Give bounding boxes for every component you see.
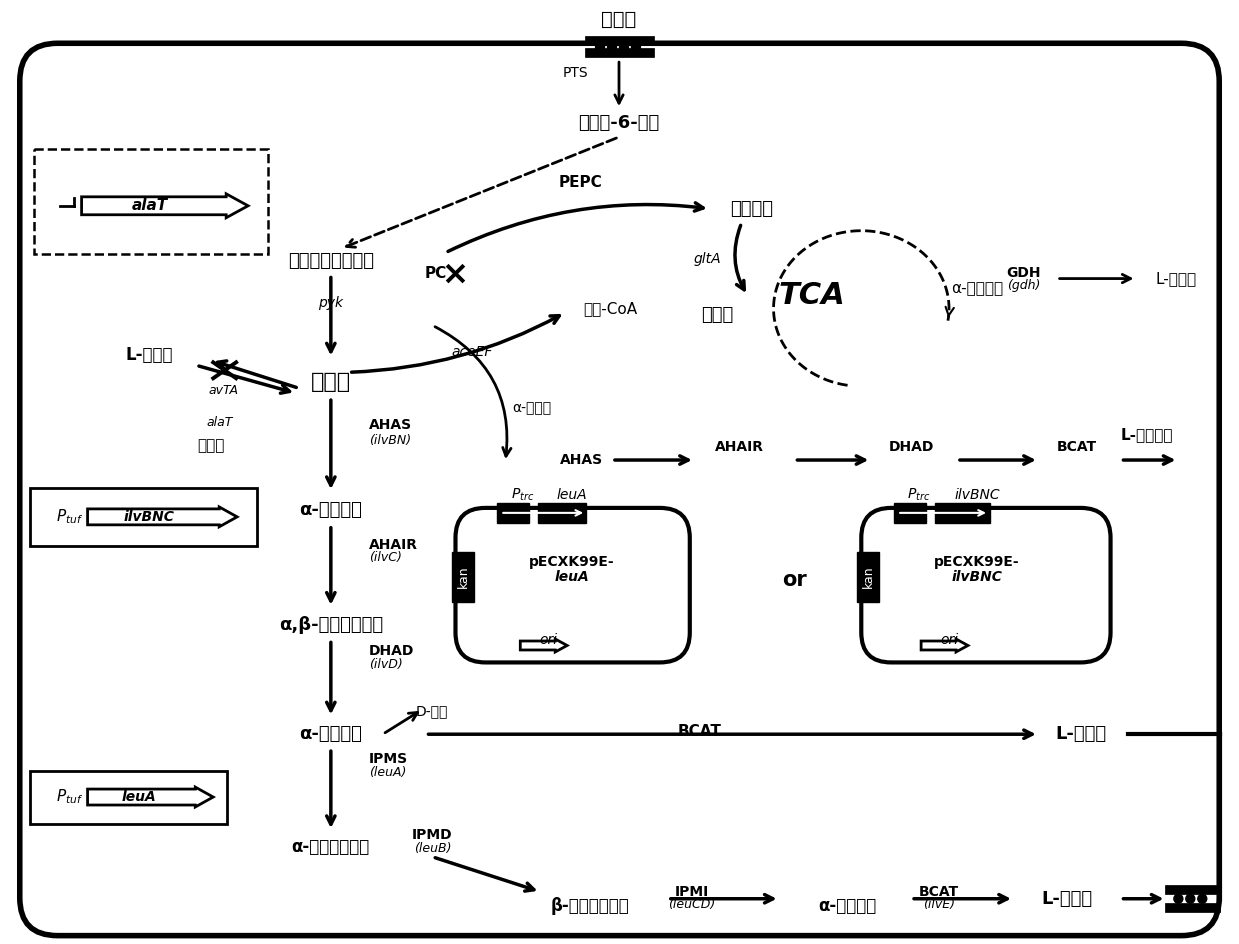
Text: $P_{tuf}$: $P_{tuf}$ [56,787,83,806]
Text: AHAS: AHAS [560,453,603,467]
Circle shape [607,42,617,52]
Text: BCAT: BCAT [919,885,959,899]
Text: kan: kan [457,565,470,588]
FancyBboxPatch shape [861,508,1110,663]
Text: α-乙酰乳酸: α-乙酰乳酸 [300,501,362,519]
Text: (ilvC): (ilvC) [369,551,401,565]
Text: $P_{tuf}$: $P_{tuf}$ [56,508,83,526]
Circle shape [632,42,641,52]
Text: $P_{trc}$: $P_{trc}$ [907,487,930,503]
Text: (ilvBN): (ilvBN) [369,433,411,447]
Text: AHAIR: AHAIR [715,440,764,454]
Text: kan: kan [862,565,875,588]
Text: (gdh): (gdh) [1007,279,1041,292]
Circle shape [620,42,628,52]
Bar [935,503,990,523]
Text: GDH: GDH [1006,265,1041,279]
Text: BCAT: BCAT [1057,440,1097,454]
Text: IPMS: IPMS [369,752,408,767]
Text: 磷酸烯醇式丙酮酸: 磷酸烯醇式丙酮酸 [287,252,374,270]
Text: pECXK99E-: pECXK99E- [934,555,1020,568]
Text: AHAS: AHAS [369,418,411,432]
FancyArrow shape [88,507,237,527]
Text: PTS: PTS [563,66,589,80]
FancyBboxPatch shape [456,508,690,663]
Text: DHAD: DHAD [888,440,934,454]
Text: (leuB): (leuB) [414,842,451,855]
Text: (ilvD): (ilvD) [369,658,403,671]
Text: (leuA): (leuA) [369,766,406,779]
Text: L-谷氨酸: L-谷氨酸 [1156,271,1197,286]
Text: alaT: alaT [206,415,233,429]
Text: 丙酮酸: 丙酮酸 [197,439,225,453]
Text: IPMI: IPMI [675,885,709,899]
Text: alaT: alaT [131,198,167,213]
Text: 乙酰-CoA: 乙酰-CoA [584,301,637,316]
Bar [857,551,880,601]
Text: ilvBNC: ilvBNC [124,510,175,524]
FancyBboxPatch shape [30,488,256,546]
Text: pyk: pyk [318,295,343,310]
FancyArrow shape [520,639,567,652]
Circle shape [596,42,605,52]
Text: gltA: gltA [694,252,721,265]
FancyBboxPatch shape [20,43,1219,936]
Text: 草酰乙酸: 草酰乙酸 [730,200,773,218]
Text: ori: ori [539,632,558,647]
FancyArrow shape [88,787,213,807]
Text: leuA: leuA [555,569,590,583]
Text: α-酮异戊酸: α-酮异戊酸 [300,725,362,743]
Text: L-异亮氨酸: L-异亮氨酸 [1120,428,1172,443]
Text: (leuCD): (leuCD) [668,899,715,911]
Text: pECXK99E-: pECXK99E- [529,555,615,568]
Text: ilvBNC: ilvBNC [954,488,1000,502]
Bar [497,503,529,523]
Text: PEPC: PEPC [559,176,602,191]
Text: (ilvE): (ilvE) [923,899,955,911]
Text: D-泛酸: D-泛酸 [415,704,449,718]
Text: AHAIR: AHAIR [369,538,418,552]
Text: α-异丙基苹果酸: α-异丙基苹果酸 [291,838,370,856]
Text: aceEF: aceEF [452,346,493,360]
Text: 柠檬酸: 柠檬酸 [701,307,733,325]
Text: ilvBNC: ilvBNC [952,569,1002,583]
Text: 葡萄糖: 葡萄糖 [601,9,637,29]
Text: TCA: TCA [778,281,845,310]
FancyBboxPatch shape [30,771,227,824]
FancyArrow shape [82,194,248,218]
Text: leuA: leuA [556,488,587,502]
Text: L-缬氨酸: L-缬氨酸 [1056,725,1106,743]
Bar [538,503,586,523]
Text: α-酮异己酸: α-酮异己酸 [818,897,876,915]
Text: ori: ori [940,632,958,647]
Text: DHAD: DHAD [369,645,414,659]
Text: or: or [782,569,807,590]
Text: β-异丙基苹果酸: β-异丙基苹果酸 [550,897,629,915]
Text: PC: PC [425,266,447,281]
Text: $P_{trc}$: $P_{trc}$ [510,487,534,503]
Text: α,β-二羟基异戊酸: α,β-二羟基异戊酸 [279,615,383,633]
Text: IPMD: IPMD [413,828,453,842]
Text: α-酮丁酸: α-酮丁酸 [513,401,551,415]
Text: BCAT: BCAT [678,724,721,739]
Text: L-亮氨酸: L-亮氨酸 [1041,890,1093,908]
Circle shape [1198,894,1207,903]
Text: avTA: avTA [208,384,238,396]
Circle shape [1173,894,1183,903]
Text: α-酮戊二酸: α-酮戊二酸 [952,281,1004,296]
Text: leuA: leuA [123,790,157,804]
Text: 葡萄糖-6-磷酸: 葡萄糖-6-磷酸 [579,114,659,132]
FancyArrow shape [921,639,968,652]
Text: L-丙氨酸: L-丙氨酸 [125,346,173,364]
Text: 丙酮酸: 丙酮酸 [311,372,351,393]
Circle shape [1186,894,1194,903]
Bar [452,551,475,601]
Bar [895,503,926,523]
FancyBboxPatch shape [33,149,268,254]
